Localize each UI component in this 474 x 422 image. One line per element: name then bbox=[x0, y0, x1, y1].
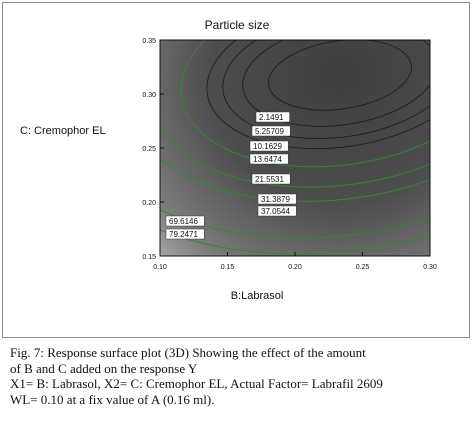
y-tick-label: 0.30 bbox=[142, 92, 156, 99]
contour-label-box bbox=[165, 215, 205, 227]
contour-label: 10.1629 bbox=[253, 142, 282, 151]
y-axis-label: C: Cremophor EL bbox=[20, 125, 106, 137]
caption-line-4: WL= 0.10 at a fix value of A (0.16 ml). bbox=[10, 391, 215, 407]
contour-label-box bbox=[255, 111, 290, 123]
x-axis-label: B:Labrasol bbox=[230, 290, 284, 302]
contour-line bbox=[160, 40, 430, 188]
contour-line bbox=[206, 40, 430, 150]
x-tick-label: 0.30 bbox=[423, 264, 437, 271]
contour-label: 21.5531 bbox=[255, 175, 284, 184]
contour-line bbox=[222, 40, 430, 139]
y-tick-label: 0.35 bbox=[142, 38, 156, 45]
y-tick-label: 0.15 bbox=[142, 254, 156, 261]
contour-label-box bbox=[249, 140, 289, 152]
figure-caption: Fig. 7: Response surface plot (3D) Showi… bbox=[10, 345, 470, 407]
contour-label: 5.25709 bbox=[255, 127, 284, 136]
contour-label-box bbox=[249, 153, 289, 165]
caption-line-1: Fig. 7: Response surface plot (3D) Showi… bbox=[10, 345, 366, 360]
contour-label: 13.6474 bbox=[253, 155, 282, 164]
contour-line bbox=[268, 40, 412, 111]
chart-title: Particle size bbox=[204, 18, 270, 32]
y-tick-label: 0.25 bbox=[142, 146, 156, 153]
contour-label: 37.0544 bbox=[261, 207, 290, 216]
contour-line bbox=[242, 40, 430, 127]
contour-label-box bbox=[251, 125, 291, 137]
x-tick-label: 0.15 bbox=[221, 264, 235, 271]
contour-label-box bbox=[257, 205, 297, 217]
contour-label-box bbox=[251, 173, 291, 185]
x-tick-label: 0.20 bbox=[288, 264, 302, 271]
contour-line bbox=[180, 40, 430, 168]
contour-label-box bbox=[165, 228, 205, 240]
contour-line bbox=[160, 40, 430, 239]
contour-plot: 0.10 0.15 0.20 0.25 0.30 0.15 0.20 0.25 0.30 0.3… bbox=[142, 38, 437, 271]
x-tick-label: 0.10 bbox=[153, 264, 167, 271]
y-tick-label: 0.20 bbox=[142, 200, 156, 207]
x-tick-label: 0.25 bbox=[356, 264, 370, 271]
contour-label: 69.6146 bbox=[169, 217, 198, 226]
contour-label-box bbox=[257, 193, 297, 205]
contour-label: 2.1491 bbox=[259, 113, 284, 122]
contour-line bbox=[160, 40, 430, 255]
contour-label: 79.2471 bbox=[169, 230, 198, 239]
contour-label: 31.3879 bbox=[261, 195, 290, 204]
caption-line-3: X1= B: Labrasol, X2= C: Cremophor EL, Ac… bbox=[10, 376, 383, 391]
contour-line bbox=[160, 40, 430, 202]
caption-line-2: of B and C added on the response Y bbox=[10, 360, 198, 376]
